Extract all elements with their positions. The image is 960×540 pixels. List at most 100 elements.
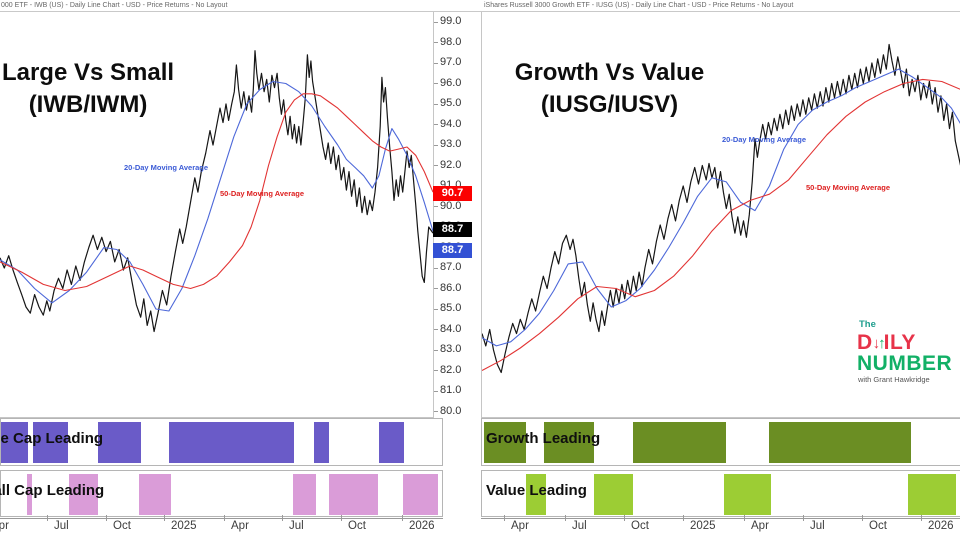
y-tick-label: 87.0 bbox=[440, 261, 462, 273]
date-tick-mark bbox=[47, 515, 48, 521]
logo-tagline: with Grant Hawkridge bbox=[858, 374, 930, 384]
date-tick-label: 2025 bbox=[171, 520, 197, 532]
left-chart-titlebar-text: 000 ETF - IWB (US) - Daily Line Chart - … bbox=[1, 2, 228, 9]
ma20-line bbox=[482, 68, 960, 347]
y-tick-label: 80.0 bbox=[440, 404, 462, 417]
leading-bar bbox=[329, 474, 378, 515]
y-tick-mark bbox=[434, 21, 438, 23]
y-tick-label: 98.0 bbox=[440, 35, 462, 48]
date-tick-label: Jul bbox=[289, 520, 304, 532]
date-tick-label: Apr bbox=[0, 520, 9, 532]
value-leading-label: Value Leading bbox=[486, 482, 587, 499]
logo-daily-ily: ILY bbox=[883, 330, 916, 354]
left-date-axis-line bbox=[0, 518, 443, 519]
date-tick-label: Jul bbox=[572, 520, 587, 532]
y-tick-mark bbox=[434, 124, 438, 125]
price-line bbox=[482, 43, 960, 374]
y-tick-label: 97.0 bbox=[440, 56, 462, 68]
date-tick-label: Jul bbox=[810, 520, 825, 532]
y-tick-label: 99.0 bbox=[440, 15, 462, 27]
small-cap-leading-label: Small Cap Leading bbox=[0, 482, 105, 499]
date-tick-mark bbox=[744, 515, 745, 521]
growth-leading-row: Growth Leading bbox=[481, 418, 960, 466]
leading-bar bbox=[769, 422, 911, 463]
right-chart-title-line1: Growth Vs Value bbox=[514, 59, 705, 86]
date-tick-label: 2026 bbox=[409, 520, 435, 532]
leading-bar bbox=[1, 422, 28, 463]
y-tick-label: 84.0 bbox=[440, 322, 462, 335]
leading-bar bbox=[314, 422, 329, 463]
date-tick-mark bbox=[402, 515, 403, 521]
date-tick-mark bbox=[565, 515, 566, 521]
date-tick-label: Oct bbox=[113, 520, 131, 532]
leading-bar bbox=[484, 422, 526, 463]
daily-number-logo: The D↓↑ILY NUMBER with Grant Hawkridge bbox=[845, 320, 960, 383]
titlebar-divider bbox=[0, 11, 960, 12]
leading-bar bbox=[594, 474, 633, 515]
left-ma50-label: 50-Day Moving Average bbox=[220, 189, 305, 198]
y-tick-label: 90.0 bbox=[440, 199, 462, 212]
left-chart-title-line2: (IWB/IWM) bbox=[28, 90, 148, 118]
left-chart-canvas bbox=[0, 50, 433, 333]
logo-number: NUMBER bbox=[857, 351, 953, 375]
y-tick-mark bbox=[434, 390, 438, 392]
date-tick-mark bbox=[106, 515, 107, 521]
left-ma20-label: 20-Day Moving Average bbox=[124, 163, 209, 172]
right-chart-canvas bbox=[482, 43, 960, 374]
right-chart-titlebar: iShares Russell 3000 Growth ETF - IUSG (… bbox=[484, 2, 793, 9]
leading-bar bbox=[139, 474, 171, 515]
large-cap-leading-row: Large Cap Leading bbox=[0, 418, 443, 466]
date-tick-label: 2026 bbox=[928, 520, 954, 532]
date-tick-mark bbox=[341, 515, 342, 521]
leading-bar bbox=[169, 422, 294, 463]
y-tick-label: 81.0 bbox=[440, 384, 462, 396]
arrow-up-icon: ↑ bbox=[878, 334, 885, 352]
leading-bar bbox=[69, 474, 98, 515]
y-tick-label: 94.0 bbox=[440, 117, 462, 130]
y-tick-label: 93.0 bbox=[440, 138, 462, 150]
date-tick-mark bbox=[282, 515, 283, 521]
y-tick-mark bbox=[434, 144, 438, 146]
y-tick-label: 92.0 bbox=[440, 158, 462, 171]
ma20-value-badge: 88.7 bbox=[433, 243, 472, 258]
date-tick-mark bbox=[504, 515, 505, 521]
date-tick-label: Apr bbox=[231, 520, 249, 532]
date-tick-mark bbox=[921, 515, 922, 521]
date-tick-label: Oct bbox=[348, 520, 366, 532]
right-chart-title: Growth Vs Value (IUSG/IUSV) bbox=[502, 57, 717, 120]
y-tick-mark bbox=[434, 165, 438, 166]
logo-daily-d: D bbox=[857, 330, 873, 354]
logo-the: The bbox=[859, 319, 876, 330]
left-chart-title-line1: Large Vs Small bbox=[1, 59, 175, 86]
date-tick-label: Apr bbox=[751, 520, 769, 532]
right-ma20-label: 20-Day Moving Average bbox=[722, 135, 807, 144]
right-chart-titlebar-text: iShares Russell 3000 Growth ETF - IUSG (… bbox=[484, 2, 794, 9]
right-chart-plot-area[interactable] bbox=[481, 12, 960, 418]
price-line bbox=[0, 50, 433, 333]
date-tick-mark bbox=[164, 515, 165, 521]
date-tick-mark bbox=[803, 515, 804, 521]
leading-bar bbox=[379, 422, 404, 463]
leading-bar bbox=[724, 474, 771, 515]
y-tick-label: 95.0 bbox=[440, 97, 462, 109]
y-tick-mark bbox=[434, 329, 438, 330]
leading-bar bbox=[293, 474, 316, 515]
ma50-line bbox=[0, 93, 433, 292]
right-chart-title-line2: (IUSG/IUSV) bbox=[540, 90, 679, 118]
left-chart-plot-area[interactable] bbox=[0, 12, 434, 418]
leading-bar bbox=[403, 474, 438, 515]
growth-leading-label: Growth Leading bbox=[486, 430, 601, 447]
y-tick-label: 96.0 bbox=[440, 76, 462, 89]
y-tick-mark bbox=[434, 206, 438, 207]
ma50-line bbox=[482, 78, 960, 371]
left-chart-titlebar: 000 ETF - IWB (US) - Daily Line Chart - … bbox=[1, 2, 227, 9]
date-tick-label: Jul bbox=[54, 520, 69, 532]
leading-bar bbox=[33, 422, 68, 463]
y-tick-mark bbox=[434, 370, 438, 371]
date-tick-label: Apr bbox=[511, 520, 529, 532]
y-tick-label: 82.0 bbox=[440, 363, 462, 376]
large-cap-leading-label: Large Cap Leading bbox=[0, 430, 104, 447]
last-price-badge: 88.7 bbox=[433, 222, 472, 237]
y-tick-mark bbox=[434, 349, 438, 351]
